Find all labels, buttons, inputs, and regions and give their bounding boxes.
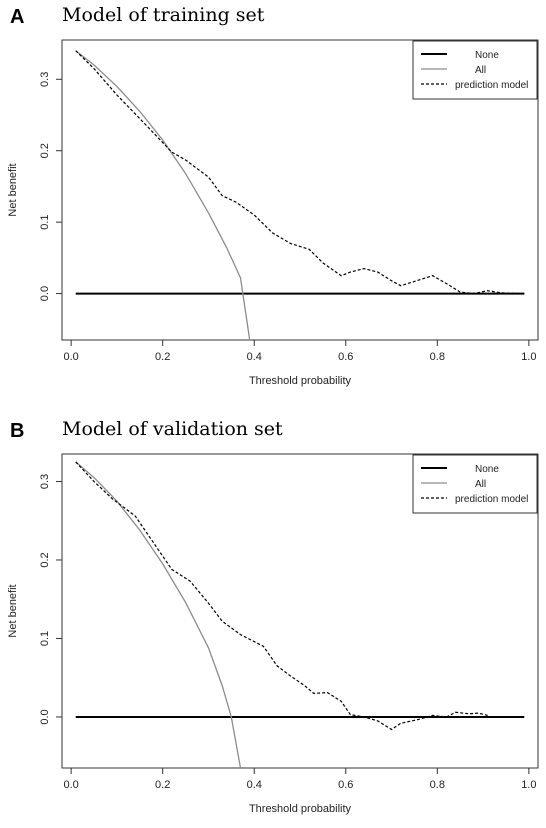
y-tick-label: 0.0: [39, 286, 51, 301]
y-tick-label: 0.1: [39, 214, 51, 229]
y-tick-label: 0.3: [39, 72, 51, 87]
y-axis-label: Net benefit: [7, 584, 19, 637]
x-tick-label: 0.8: [430, 351, 445, 363]
legend-label: prediction model: [455, 494, 528, 505]
y-axis-label: Net benefit: [7, 163, 19, 216]
panel-b: B Model of validation set 0.0 0.2 0.4 0.6 0.…: [0, 414, 546, 828]
x-tick-label: 0.0: [64, 351, 79, 363]
panel-a: A Model of training set 0.0 0.2 0.4 0.6 0.8 1…: [7, 4, 539, 387]
legend-label: None: [475, 464, 499, 475]
x-tick-label: 0.4: [247, 779, 262, 791]
legend-label: prediction model: [455, 80, 528, 91]
plot-frame: [61, 453, 539, 769]
y-tick-label: 0.2: [39, 143, 51, 158]
series-line-all: [75, 50, 251, 340]
series-line-prediction-model: [75, 461, 488, 731]
x-axis-label: Threshold probability: [249, 803, 352, 815]
x-tick-label: 0.0: [64, 779, 79, 791]
chart-plot: 0.0 0.2 0.4 0.6 0.8 1.0 0.0 0.1 0.2 0.3 Threshold …: [7, 39, 539, 387]
y-tick-label: 0.2: [39, 552, 51, 567]
panel-letter: B: [10, 420, 25, 442]
x-tick-label: 0.6: [338, 779, 353, 791]
legend-box: [412, 40, 538, 100]
series-line-all: [75, 461, 242, 768]
panel-letter: A: [10, 6, 25, 28]
y-tick-label: 0.0: [39, 709, 51, 724]
x-tick-label: 0.8: [430, 779, 445, 791]
x-tick-label: 0.4: [247, 351, 262, 363]
x-tick-label: 0.2: [155, 351, 170, 363]
y-tick-label: 0.1: [39, 631, 51, 646]
x-tick-label: 1.0: [521, 351, 536, 363]
legend-box: [412, 454, 538, 514]
chart-title: Model of training set: [62, 4, 265, 26]
x-axis-label: Threshold probability: [249, 375, 352, 387]
legend-label: All: [475, 65, 486, 76]
legend-label: All: [475, 479, 486, 490]
legend-label: None: [475, 50, 499, 61]
x-tick-label: 0.2: [155, 779, 170, 791]
plot-frame: [61, 39, 539, 341]
x-tick-label: 1.0: [521, 779, 536, 791]
x-tick-label: 0.6: [338, 351, 353, 363]
chart-plot: 0.0 0.2 0.4 0.6 0.8 1.0 0.0 0.1 0.2 0.3 Threshold …: [7, 453, 539, 815]
series-line-prediction-model: [75, 50, 525, 295]
chart-title: Model of validation set: [62, 418, 283, 440]
y-tick-label: 0.3: [39, 474, 51, 489]
